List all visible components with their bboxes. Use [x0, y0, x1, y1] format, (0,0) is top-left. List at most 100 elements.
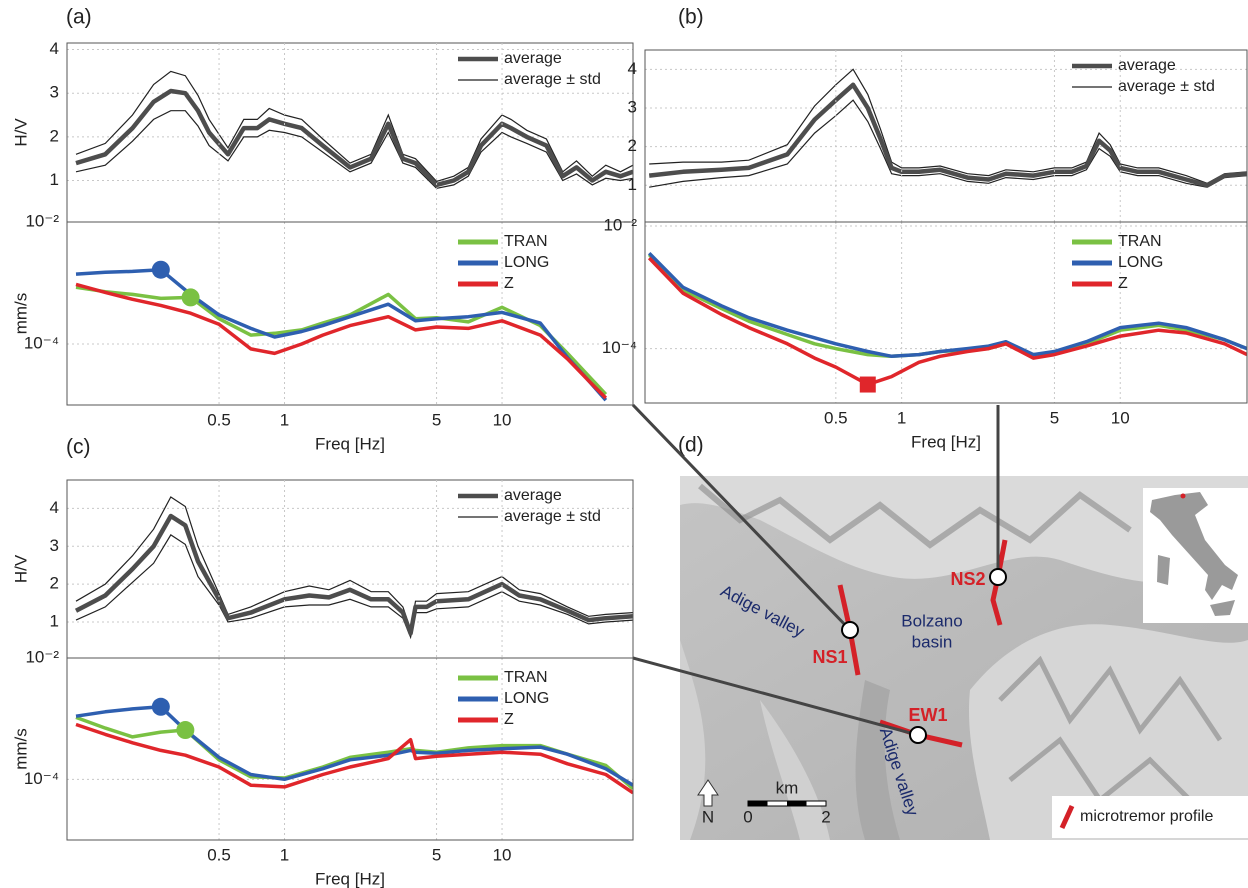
site: [989, 568, 1007, 586]
legend-label: Z: [1118, 275, 1128, 292]
y-axis-label: mm/s: [11, 293, 30, 335]
y-tick-label: 3: [50, 536, 59, 555]
x-tick-label: 10: [493, 410, 512, 429]
y-tick-label: 2: [50, 574, 59, 593]
x-tick-label: 10: [493, 845, 512, 864]
y-tick-label: 4: [50, 498, 59, 517]
std-line: [75, 534, 633, 640]
legend-label: LONG: [504, 254, 549, 271]
plot: [67, 49, 633, 190]
scale-tick: 0: [743, 807, 752, 826]
site: [841, 621, 859, 639]
x-axis-label: Freq [Hz]: [911, 432, 981, 451]
std-line: [649, 68, 1247, 184]
scale-tick: 2: [821, 807, 830, 826]
plot-frame: [66, 657, 634, 841]
y-tick-label: 10⁻⁴: [602, 338, 637, 357]
series-line: [647, 251, 1247, 359]
plot-frame: [66, 221, 634, 406]
x-tick-label: 0.5: [207, 845, 231, 864]
legend-label: average ± std: [504, 71, 601, 88]
legend-label: average: [504, 50, 562, 67]
map: Adige valley Bolzano basin Adige valley …: [680, 476, 1248, 840]
y-tick-label: 10⁻²: [25, 647, 59, 666]
y-tick-label: 4: [50, 39, 59, 58]
map-label: basin: [912, 632, 953, 651]
plot: [645, 68, 1247, 188]
plot: [67, 496, 633, 640]
legend-label: Z: [504, 711, 514, 728]
y-tick-label: 1: [50, 612, 59, 631]
y-axis-label: H/V: [11, 554, 30, 583]
std-line: [649, 99, 1247, 188]
legend-label: LONG: [1118, 254, 1163, 271]
peak-marker: [181, 288, 200, 307]
peak-marker: [859, 376, 876, 393]
std-line: [75, 110, 633, 190]
x-tick-label: 1: [897, 408, 906, 427]
italy: [1150, 492, 1238, 616]
y-tick-label: 2: [50, 126, 59, 145]
y-tick-label: 10⁻⁴: [24, 333, 59, 352]
scale-unit: km: [776, 778, 799, 797]
legend-label: TRAN: [504, 669, 548, 686]
y-tick-label: 4: [628, 59, 637, 78]
plot-area: [67, 43, 633, 222]
plot-area: [67, 480, 633, 658]
x-tick-label: 0.5: [824, 408, 848, 427]
connector: [631, 403, 852, 632]
panel-label: (c): [66, 436, 91, 459]
legend-label: microtremor profile: [1080, 808, 1213, 825]
scale-bar: [787, 801, 807, 806]
plot: [645, 222, 1247, 403]
y-tick-label: 10⁻²: [25, 211, 59, 230]
y-axis-label: H/V: [11, 118, 30, 147]
mountains: [680, 476, 1248, 584]
y-tick-label: 1: [628, 175, 637, 194]
std-line: [75, 70, 633, 183]
profile-label: NS2: [950, 569, 985, 589]
north-arrow: [697, 779, 719, 807]
connector: [632, 656, 919, 737]
y-tick-label: 1: [50, 170, 59, 189]
y-tick-label: 10⁻⁴: [24, 769, 59, 788]
site: [909, 726, 927, 744]
y-tick-label: 10⁻²: [603, 215, 637, 234]
scale-bar: [748, 801, 768, 806]
hills: [680, 640, 830, 840]
legend-label: average ± std: [504, 508, 601, 525]
legend-label: Z: [504, 275, 514, 292]
map-legend: [1052, 796, 1248, 838]
north-label: N: [702, 807, 714, 826]
series-line: [75, 715, 633, 791]
profile-label: NS1: [812, 647, 847, 667]
x-tick-label: 10: [1111, 408, 1130, 427]
plot-area: [645, 222, 1247, 403]
x-tick-label: 5: [432, 845, 441, 864]
location-dot: [1180, 493, 1186, 499]
panel-label: (a): [66, 6, 92, 29]
legend-label: average: [1118, 57, 1176, 74]
legend-label: average ± std: [1118, 78, 1215, 95]
y-tick-label: 3: [50, 83, 59, 102]
plot-area: [645, 50, 1247, 222]
profile-line: [990, 539, 1008, 626]
plot-frame: [644, 221, 1248, 404]
legend-label: TRAN: [1118, 233, 1162, 250]
ridge: [698, 483, 1132, 549]
series-line: [74, 513, 633, 636]
y-axis-label: mm/s: [11, 728, 30, 770]
x-tick-label: 1: [280, 845, 289, 864]
x-tick-label: 5: [1050, 408, 1059, 427]
legend-label: TRAN: [504, 233, 548, 250]
series-line: [648, 82, 1247, 188]
y-tick-label: 3: [628, 97, 637, 116]
series-line: [75, 722, 633, 795]
map-label: Bolzano: [901, 611, 962, 630]
legend-label: average: [504, 487, 562, 504]
y-tick-label: 2: [628, 136, 637, 155]
std-line: [75, 496, 633, 630]
profile-label: EW1: [908, 705, 947, 725]
series-line: [75, 88, 633, 188]
